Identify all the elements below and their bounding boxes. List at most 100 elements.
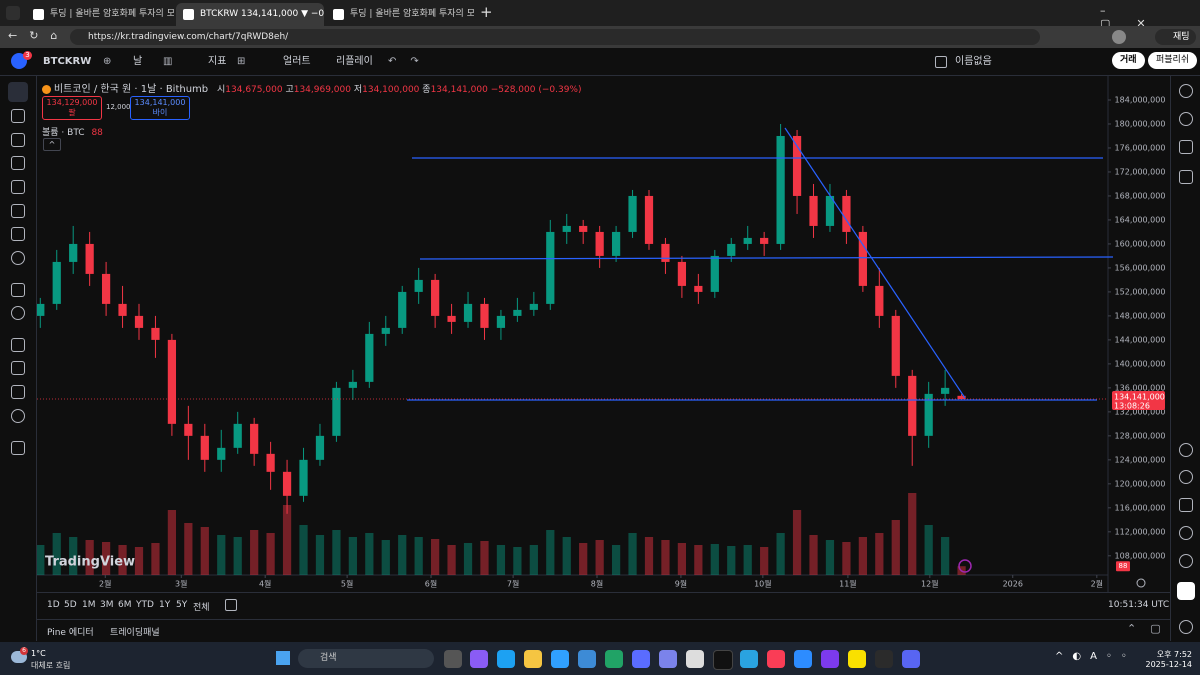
tool[interactable] [11, 204, 25, 218]
settings-icon[interactable] [1136, 578, 1146, 588]
copilot[interactable]: 재팅 [1155, 29, 1196, 45]
app[interactable] [497, 650, 515, 668]
chart-type[interactable]: ▥ [163, 56, 173, 67]
date-range-icon[interactable] [225, 599, 237, 611]
tool[interactable] [11, 409, 25, 423]
app[interactable] [605, 650, 623, 668]
interval[interactable]: 날 [133, 56, 143, 67]
app[interactable] [524, 650, 542, 668]
clock-date[interactable]: 2025-12-14 [1145, 660, 1193, 669]
tab[interactable]: BTCKRW 134,141,000 ▼ −0.39% 이 [176, 3, 324, 26]
candle-body [957, 395, 966, 400]
app[interactable] [875, 650, 893, 668]
app[interactable] [713, 650, 733, 670]
range[interactable]: 5D [64, 600, 77, 610]
clock-time[interactable]: 오후 7:52 [1156, 650, 1192, 659]
tab[interactable]: 투딩 | 올바른 암호화폐 투자의 모 [26, 3, 174, 26]
range[interactable]: 1M [82, 600, 96, 610]
side-icon[interactable] [1179, 443, 1193, 457]
app[interactable] [632, 650, 650, 668]
tool[interactable] [11, 156, 25, 170]
tab-title: 투딩 | 올바른 암호화폐 투자의 모 [50, 9, 174, 19]
cursor-tool[interactable] [8, 82, 28, 102]
range[interactable]: 3M [100, 600, 114, 610]
clock[interactable]: 10:51:34 UTC [1108, 600, 1170, 610]
drawing-toolbar [0, 76, 37, 641]
undo-redo[interactable]: ↶↷ [388, 56, 433, 67]
side-icon[interactable] [1179, 170, 1193, 184]
side-icon[interactable] [1179, 554, 1193, 568]
app[interactable] [444, 650, 462, 668]
tab-menu[interactable] [6, 6, 20, 20]
indicators[interactable]: 지표 [208, 56, 227, 67]
panel-tab[interactable]: 트레이딩패널 [110, 628, 160, 638]
tool[interactable] [11, 180, 25, 194]
app[interactable] [794, 650, 812, 668]
avatar[interactable] [1112, 30, 1126, 44]
layout-name[interactable]: 이름없음 [955, 56, 992, 67]
collapse-legend[interactable]: ^ [43, 138, 61, 151]
app[interactable] [659, 650, 677, 668]
replay-icon[interactable] [958, 559, 972, 573]
new-tab[interactable]: + [480, 3, 493, 21]
trade-button[interactable]: 거래 [1112, 52, 1145, 69]
y-tick-label: 128,000,000 [1115, 431, 1166, 440]
app[interactable] [470, 650, 488, 668]
start[interactable] [276, 651, 290, 665]
side-icon[interactable] [1179, 498, 1193, 512]
side-icon[interactable] [1179, 112, 1193, 126]
ohlc-value: 134,100,000 [362, 85, 420, 95]
app[interactable] [740, 650, 758, 668]
url-field[interactable]: https://kr.tradingview.com/chart/7qRWD8e… [70, 29, 1040, 45]
app[interactable] [767, 650, 785, 668]
panel-tab[interactable]: Pine 에디터 [47, 628, 94, 638]
search-box[interactable]: 검색 [298, 649, 434, 668]
range[interactable]: 6M [118, 600, 132, 610]
tool[interactable] [11, 441, 25, 455]
apps-icon[interactable] [1177, 582, 1195, 600]
tool[interactable] [11, 133, 25, 147]
app[interactable] [902, 650, 920, 668]
app[interactable] [821, 650, 839, 668]
publish-button[interactable]: 퍼블리쉬 [1148, 52, 1198, 69]
tab[interactable]: 투딩 | 올바른 암호화폐 투자의 모 [326, 3, 474, 26]
app[interactable] [686, 650, 704, 668]
app[interactable] [578, 650, 596, 668]
tab-icon [33, 9, 44, 20]
sell-button[interactable]: 134,129,000 팔 [42, 96, 102, 120]
range[interactable]: 1Y [159, 600, 171, 610]
help-icon[interactable] [1179, 620, 1193, 634]
tool[interactable] [11, 109, 25, 123]
tool[interactable] [11, 227, 25, 241]
volume-bar [463, 543, 473, 575]
buy-button[interactable]: 134,141,000 바이 [130, 96, 190, 120]
volume-bar [529, 545, 538, 575]
app[interactable] [551, 650, 569, 668]
tool[interactable] [11, 338, 25, 352]
weather: 대체로 흐림 [31, 661, 71, 670]
chart-legend: 비트코인 / 한국 원 · 1날 · Bithumb 시134,675,000 … [42, 80, 581, 95]
app[interactable] [848, 650, 866, 668]
add-symbol[interactable]: ⊕ [103, 56, 112, 67]
range[interactable]: 전체 [193, 603, 210, 613]
side-icon[interactable] [1179, 84, 1193, 98]
replay[interactable]: 리플레이 [336, 56, 373, 67]
tool[interactable] [11, 361, 25, 375]
side-icon[interactable] [1179, 470, 1193, 484]
tool[interactable] [11, 251, 25, 265]
side-icon[interactable] [1179, 140, 1193, 154]
panel-controls[interactable]: ⌃▢ [1127, 622, 1175, 635]
range[interactable]: 5Y [176, 600, 188, 610]
symbol[interactable]: BTCKRW [43, 56, 92, 67]
range[interactable]: 1D [47, 600, 60, 610]
tool[interactable] [11, 385, 25, 399]
volume-bar [562, 537, 571, 575]
side-icon[interactable] [1179, 526, 1193, 540]
range[interactable]: YTD [136, 600, 154, 610]
tray[interactable]: ^◐A◦◦ [1055, 651, 1136, 662]
nav-buttons[interactable]: ←↻⌂ [8, 29, 70, 42]
tool[interactable] [11, 283, 25, 297]
templates[interactable]: ⊞ [237, 56, 246, 67]
tool[interactable] [11, 306, 25, 320]
alert[interactable]: 얼러트 [283, 56, 311, 67]
